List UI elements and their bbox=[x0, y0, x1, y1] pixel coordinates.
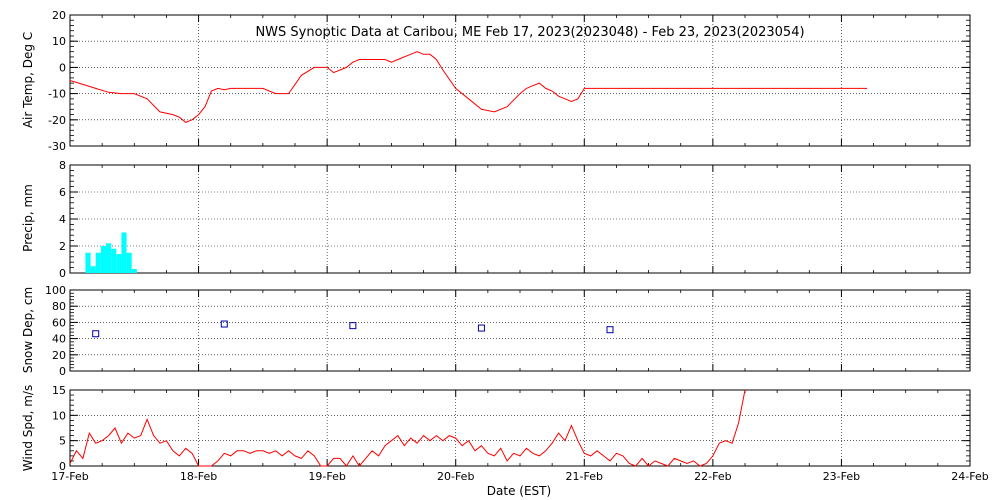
snow-depth-point bbox=[92, 330, 100, 338]
wind-speed-y-label: Wind Spd, m/s bbox=[21, 385, 35, 471]
snow-depth-point bbox=[220, 320, 228, 328]
air-temp-panel: -30 -20 -10 0 10 20 bbox=[48, 9, 971, 153]
wind-speed-ytick-label: 10 bbox=[52, 409, 66, 422]
snow-depth-ytick-label: 60 bbox=[52, 316, 66, 329]
wind-speed-ytick-label: 0 bbox=[59, 460, 66, 473]
wind-speed-series-line bbox=[69, 389, 746, 467]
wind-speed-xtick-label: 23-Feb bbox=[823, 470, 860, 483]
wind-speed-ytick-label: 15 bbox=[52, 384, 66, 397]
precip-bar bbox=[95, 252, 101, 273]
air-temp-series-line bbox=[69, 51, 868, 123]
precip-ytick-label: 0 bbox=[59, 267, 66, 280]
wind-speed-xtick-label: 17-Feb bbox=[51, 470, 88, 483]
precip-bar bbox=[121, 232, 127, 273]
wind-speed-xtick-label: 21-Feb bbox=[566, 470, 603, 483]
snow-depth-point bbox=[606, 326, 614, 334]
snow-depth-panel: 0 20 40 60 80 100 bbox=[45, 284, 971, 378]
wind-speed-xtick-label: 19-Feb bbox=[308, 470, 345, 483]
air-temp-ytick-label: 20 bbox=[52, 9, 66, 22]
wind-speed-xtick-label: 24-Feb bbox=[951, 470, 988, 483]
precip-bar bbox=[100, 246, 106, 273]
air-temp-ytick-label: -30 bbox=[48, 140, 66, 153]
snow-depth-ytick-label: 0 bbox=[59, 365, 66, 378]
snow-depth-point bbox=[349, 322, 357, 330]
snow-depth-ytick-label: 40 bbox=[52, 333, 66, 346]
snow-depth-ytick-label: 20 bbox=[52, 349, 66, 362]
wind-speed-xtick-label: 20-Feb bbox=[437, 470, 474, 483]
precip-bar bbox=[131, 268, 137, 273]
snow-depth-ytick-label: 100 bbox=[45, 284, 66, 297]
panels-layer: -30-20-10010200246802040608010005101517-… bbox=[45, 9, 989, 483]
precip-ytick-label: 8 bbox=[59, 159, 66, 172]
wind-speed-xtick-label: 22-Feb bbox=[694, 470, 731, 483]
wind-speed-frame bbox=[69, 389, 971, 467]
precip-ytick-label: 6 bbox=[59, 186, 66, 199]
precip-bar bbox=[126, 252, 132, 273]
precip-bar bbox=[85, 252, 91, 273]
air-temp-ytick-label: -10 bbox=[48, 88, 66, 101]
air-temp-y-label: Air Temp, Deg C bbox=[21, 32, 35, 128]
snow-depth-y-label: Snow Dep, cm bbox=[21, 287, 35, 373]
wind-speed-xtick-label: 18-Feb bbox=[180, 470, 217, 483]
precip-bar bbox=[111, 248, 117, 273]
air-temp-ytick-label: 10 bbox=[52, 35, 66, 48]
x-axis-label: Date (EST) bbox=[487, 484, 551, 498]
precip-panel: 0 2 4 6 8 bbox=[59, 159, 971, 280]
snow-depth-frame bbox=[69, 289, 971, 372]
wind-speed-ytick-label: 5 bbox=[59, 435, 66, 448]
precip-ytick-label: 4 bbox=[59, 213, 66, 226]
snow-depth-ytick-label: 80 bbox=[52, 300, 66, 313]
precip-y-label: Precip, mm bbox=[21, 184, 35, 252]
chart-title: NWS Synoptic Data at Caribou, ME Feb 17,… bbox=[255, 25, 804, 40]
precip-bar bbox=[106, 243, 112, 273]
precip-bar bbox=[116, 254, 122, 273]
snow-depth-point bbox=[477, 324, 485, 332]
precip-ytick-label: 2 bbox=[59, 240, 66, 253]
air-temp-ytick-label: -20 bbox=[48, 114, 66, 127]
wind-speed-panel: 0 5 10 15 17-Feb 18-Feb 19-Feb 20-Feb 21-Feb 22-F… bbox=[51, 384, 988, 483]
precip-bar bbox=[90, 266, 96, 273]
air-temp-ytick-label: 0 bbox=[59, 61, 66, 74]
